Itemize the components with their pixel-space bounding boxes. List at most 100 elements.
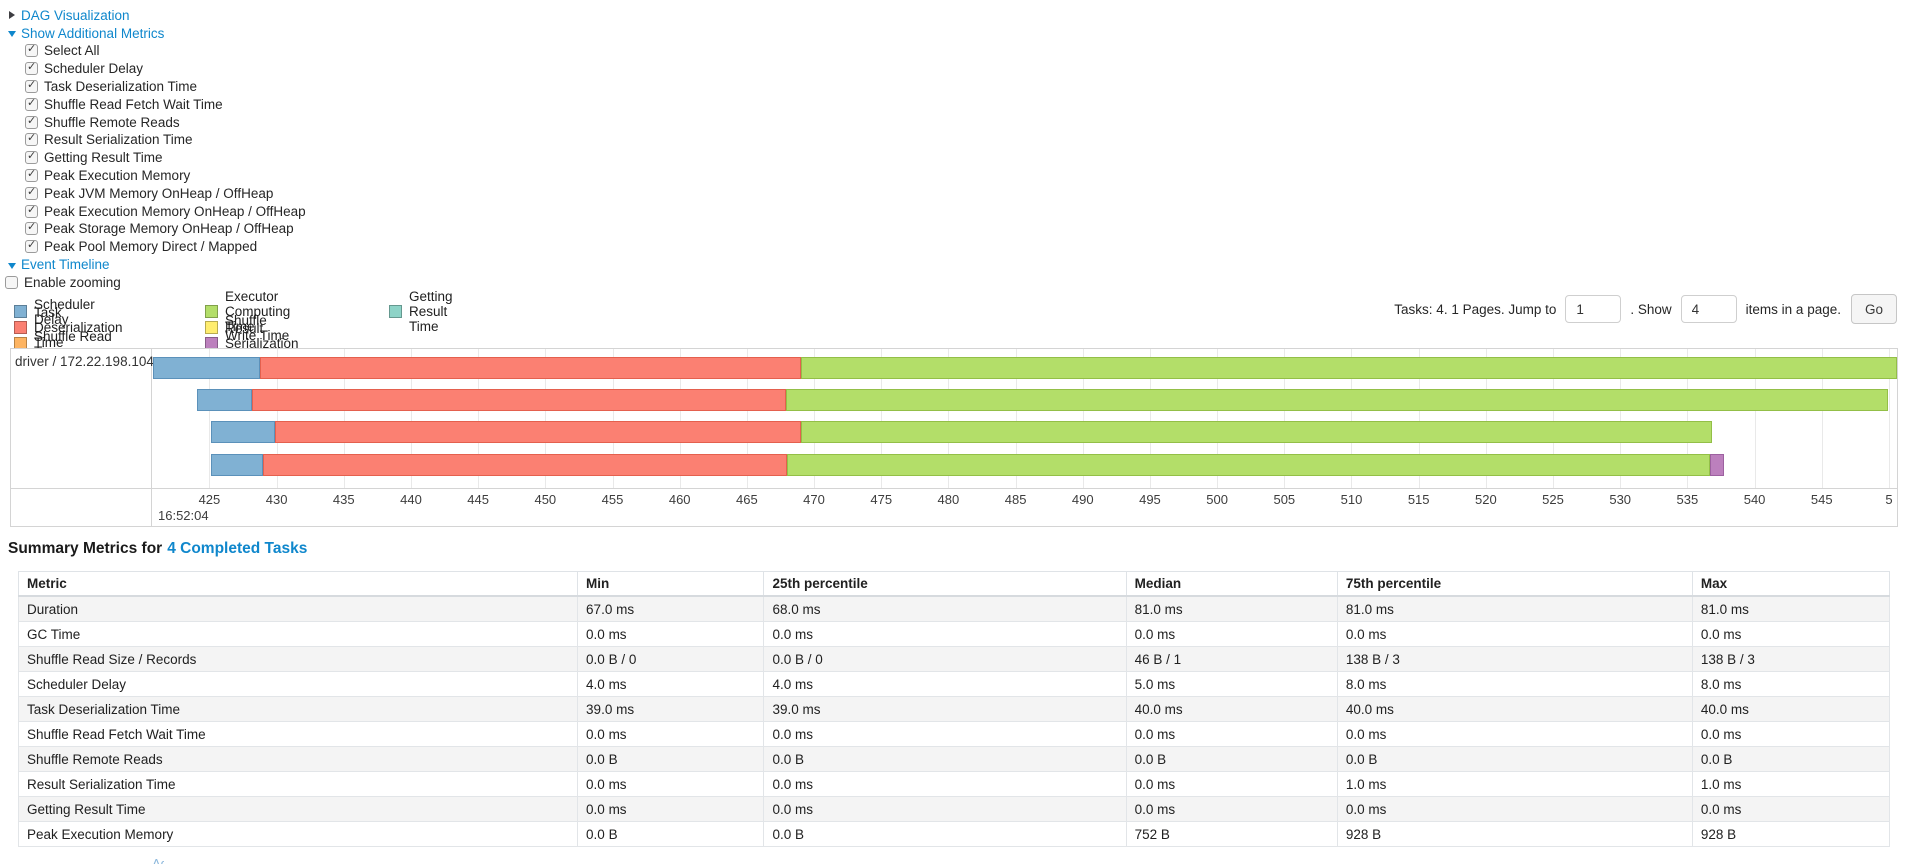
enable-zooming-checkbox[interactable] bbox=[5, 275, 18, 289]
metric-checkbox-item[interactable]: Result Serialization Time bbox=[25, 131, 306, 149]
task-bar-segment-task-deserialization[interactable] bbox=[263, 454, 788, 476]
metric-checkbox[interactable] bbox=[25, 132, 38, 147]
metric-checkbox-item[interactable]: Shuffle Read Fetch Wait Time bbox=[25, 95, 306, 113]
metric-checkbox-item[interactable]: Scheduler Delay bbox=[25, 60, 306, 78]
task-bar-segment-scheduler-delay[interactable] bbox=[197, 389, 253, 411]
metric-checkbox-item[interactable]: Getting Result Time bbox=[25, 149, 306, 167]
axis-tick-label: 520 bbox=[1474, 492, 1497, 507]
metric-checkbox[interactable] bbox=[25, 186, 38, 200]
axis-tick-label: 540 bbox=[1743, 492, 1766, 507]
axis-tick-label: 515 bbox=[1407, 492, 1430, 507]
timeline-gridline bbox=[1553, 349, 1555, 488]
task-pagination: Tasks: 4. 1 Pages. Jump to . Show items … bbox=[1394, 293, 1897, 325]
axis-tick-label: 460 bbox=[668, 492, 691, 507]
metric-checkbox[interactable] bbox=[25, 239, 38, 254]
axis-tick-label: 510 bbox=[1340, 492, 1363, 507]
legend-column: Scheduler Delay Task Deserialization Time… bbox=[14, 297, 123, 359]
task-bar-segment-task-deserialization[interactable] bbox=[275, 421, 801, 443]
axis-tick-label: 485 bbox=[1004, 492, 1027, 507]
task-bar-segment-executor-computing[interactable] bbox=[800, 421, 1712, 443]
enable-zooming-label: Enable zooming bbox=[24, 274, 121, 290]
dag-visualization-link[interactable]: DAG Visualization bbox=[21, 7, 130, 23]
metric-checkbox-item[interactable]: Select All bbox=[25, 42, 306, 60]
event-timeline-chart: driver / 172.22.198.104 16:52:04 425 430 4… bbox=[10, 348, 1898, 527]
metric-value-cell: 138 B / 3 bbox=[1336, 646, 1693, 672]
metric-value-cell: 928 B bbox=[1691, 821, 1891, 847]
metric-value-cell: 0.0 ms bbox=[1691, 621, 1891, 647]
metric-value-cell: 0.0 ms bbox=[1691, 796, 1891, 822]
metric-checkbox-item[interactable]: Peak Execution Memory OnHeap / OffHeap bbox=[25, 202, 306, 220]
legend-item: Task Deserialization Time bbox=[14, 305, 123, 350]
metric-checkbox[interactable] bbox=[25, 79, 38, 93]
metric-checkbox-item[interactable]: Shuffle Remote Reads bbox=[25, 113, 306, 131]
completed-tasks-link[interactable]: 4 Completed Tasks bbox=[167, 540, 308, 557]
task_deserialization-swatch-icon bbox=[14, 321, 27, 335]
show-additional-metrics-toggle[interactable]: Show Additional Metrics bbox=[8, 24, 306, 42]
task-bar-segment-executor-computing[interactable] bbox=[785, 389, 1888, 411]
metric-value-cell: 0.0 ms bbox=[1125, 721, 1338, 747]
metric-checkbox-item[interactable]: Peak Storage Memory OnHeap / OffHeap bbox=[25, 220, 306, 238]
metric-value-cell: 0.0 ms bbox=[763, 721, 1127, 747]
timeline-gridline bbox=[1620, 349, 1622, 488]
metric-value-cell: 0.0 ms bbox=[763, 796, 1127, 822]
metric-checkbox[interactable] bbox=[25, 204, 38, 218]
timeline-plot-area bbox=[153, 349, 1897, 488]
task-bar-segment-executor-computing[interactable] bbox=[800, 357, 1897, 379]
axis-tick-label: 430 bbox=[265, 492, 288, 507]
items-per-page-input[interactable] bbox=[1680, 295, 1737, 323]
metric-value-cell: 8.0 ms bbox=[1691, 671, 1891, 697]
timeline-gridline bbox=[1754, 349, 1756, 488]
task-bar-segment-task-deserialization[interactable] bbox=[252, 389, 786, 411]
task-bar-segment-scheduler-delay[interactable] bbox=[210, 454, 264, 476]
jump-to-page-input[interactable] bbox=[1565, 295, 1622, 323]
metric-checkbox[interactable] bbox=[25, 43, 38, 58]
metric-name-cell: Task Deserialization Time bbox=[17, 696, 579, 722]
go-button[interactable]: Go bbox=[1850, 294, 1897, 324]
task-bar-segment-scheduler-delay[interactable] bbox=[210, 421, 276, 443]
show-additional-metrics-link[interactable]: Show Additional Metrics bbox=[21, 25, 165, 41]
metric-checkbox[interactable] bbox=[25, 97, 38, 111]
metric-value-cell: 1.0 ms bbox=[1336, 771, 1693, 797]
metric-checkbox-label: Scheduler Delay bbox=[44, 61, 144, 77]
metric-value-cell: 0.0 ms bbox=[577, 621, 765, 647]
timeline-gridline bbox=[276, 349, 278, 488]
metric-checkbox[interactable] bbox=[25, 115, 38, 129]
metric-checkbox-item[interactable]: Peak Execution Memory bbox=[25, 167, 306, 185]
dag-visualization-toggle[interactable]: DAG Visualization bbox=[8, 6, 306, 24]
metric-value-cell: 40.0 ms bbox=[1691, 696, 1891, 722]
metric-checkbox[interactable] bbox=[25, 221, 38, 236]
timeline-gridline bbox=[814, 349, 816, 488]
task-bar-segment-scheduler-delay[interactable] bbox=[153, 357, 261, 379]
summary-metrics-table: Metric Min 25th percentile Median 75th perce… bbox=[17, 571, 1891, 847]
metric-checkbox-label: Shuffle Read Fetch Wait Time bbox=[44, 96, 223, 112]
task-bar-segment-task-deserialization[interactable] bbox=[260, 357, 801, 379]
event-timeline-toggle[interactable]: Event Timeline bbox=[8, 256, 306, 274]
metric-name-cell: Peak Execution Memory bbox=[17, 821, 579, 847]
task-bar-segment-executor-computing[interactable] bbox=[787, 454, 1711, 476]
task-bar-segment-result-serialization[interactable] bbox=[1710, 454, 1724, 476]
table-row: Duration 67.0 ms 68.0 ms 81.0 ms 81.0 ms 81.0… bbox=[17, 595, 1891, 622]
metric-checkbox-item[interactable]: Peak JVM Memory OnHeap / OffHeap bbox=[25, 184, 306, 202]
metric-value-cell: 0.0 ms bbox=[577, 771, 765, 797]
legend-item: Executor Computing Time bbox=[205, 289, 299, 334]
scheduler_delay-swatch-icon bbox=[14, 305, 27, 319]
metric-checkbox[interactable] bbox=[25, 150, 38, 165]
metric-checkbox-item[interactable]: Peak Pool Memory Direct / Mapped bbox=[25, 238, 306, 256]
table-row: Task Deserialization Time 39.0 ms 39.0 ms 4… bbox=[17, 696, 1891, 722]
metric-value-cell: 0.0 ms bbox=[1336, 796, 1693, 822]
metric-name-cell: Scheduler Delay bbox=[17, 671, 579, 697]
event-timeline-link[interactable]: Event Timeline bbox=[21, 257, 110, 273]
enable-zooming-option[interactable]: Enable zooming bbox=[5, 274, 306, 292]
timeline-gridline bbox=[343, 349, 345, 488]
metric-value-cell: 40.0 ms bbox=[1336, 696, 1693, 722]
timeline-gridline bbox=[545, 349, 547, 488]
metric-checkbox-label: Result Serialization Time bbox=[44, 132, 193, 148]
metric-checkbox[interactable] bbox=[25, 61, 38, 76]
timeline-gridline bbox=[209, 349, 211, 488]
metric-checkbox[interactable] bbox=[25, 168, 38, 182]
metric-name-cell: Duration bbox=[17, 595, 579, 622]
metric-checkbox-item[interactable]: Task Deserialization Time bbox=[25, 78, 306, 96]
timeline-gridline bbox=[478, 349, 480, 488]
metric-name-cell: Shuffle Read Size / Records bbox=[17, 646, 579, 672]
metric-checkbox-label: Peak Execution Memory OnHeap / OffHeap bbox=[44, 203, 306, 219]
